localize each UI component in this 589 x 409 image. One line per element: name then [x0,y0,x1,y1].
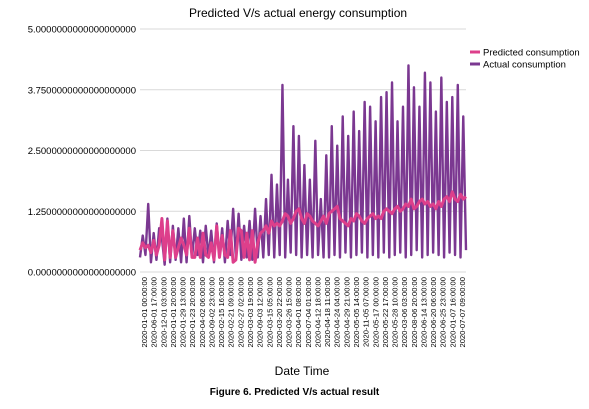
x-tick-label: 2020-04-12 18:00:00 [313,277,322,348]
series-line-predicted [138,190,467,264]
series-lines [138,64,468,266]
x-tick-label: 2020-04-18 11:00:00 [323,277,332,347]
x-tick-label: 2020-03-26 15:00:00 [285,277,294,348]
x-tick-label: 2020-01-29 13:00:00 [179,277,188,348]
x-tick-label: 2020-02-27 02:00:00 [236,277,245,348]
x-tick-label: 2020-08-06 20:00:00 [410,277,419,348]
x-tick-label: 2020-07-04 01:00:00 [304,277,313,348]
x-tick-label: 2020-02-15 16:00:00 [217,277,226,348]
x-tick-label: 2020-06-25 23:00:00 [439,277,448,348]
x-tick-label: 2020-06-14 13:00:00 [419,277,428,348]
x-axis-label: Date Time [275,364,330,378]
x-tick-label: 2020-05-05 14:00:00 [352,277,361,348]
x-tick-label: 2020-03-06 03:00:00 [400,277,409,348]
x-tick-label: 2020-03-15 05:00:00 [265,277,274,348]
x-tick-label: 2020-06-20 06:00:00 [429,277,438,348]
x-tick-label: 2020-02-21 09:00:00 [227,277,236,348]
legend-label: Actual consumption [483,60,566,71]
x-tick-label: 2020-04-29 21:00:00 [342,277,351,348]
series-line-actual [138,64,468,266]
x-tick-label: 2020-09-03 12:00:00 [256,277,265,348]
figure-caption: Figure 6. Predicted V/s actual result [209,387,380,398]
legend-label: Predicted consumption [483,48,580,59]
x-tick-label: 2020-03-03 19:00:00 [246,277,255,348]
x-tick-label: 2020-05-17 00:00:00 [371,277,380,348]
y-tick-label: 0.0000000000000000000 [28,268,136,279]
x-tick-label: 2020-05-28 10:00:00 [391,277,400,348]
x-tick-label: 2020-04-24 04:00:00 [333,277,342,348]
x-tick-label: 2020-01-01 20:00:00 [169,277,178,348]
x-tick-label: 2020-05-22 17:00:00 [381,277,390,348]
x-tick-label: 2020-03-20 22:00:00 [275,277,284,348]
x-tick-label: 2020-01-23 20:00:00 [188,277,197,348]
x-tick-label: 2020-07-07 09:00:00 [458,277,467,348]
y-tick-label: 3.7500000000000000000 [28,85,136,96]
x-tick-label: 2020-01-07 16:00:00 [448,277,457,348]
x-tick-label: 2020-11-05 07:00:00 [362,277,371,347]
x-tick-label: 2020-06-01 17:00:00 [150,277,159,348]
y-tick-label: 1.2500000000000000000 [28,207,136,218]
x-tick-label: 2020-12-01 03:00:00 [159,277,168,348]
x-tick-label: 2020-04-01 08:00:00 [294,277,303,348]
y-tick-label: 5.0000000000000000000 [28,25,136,36]
x-tick-labels: 2020-01-01 00:00:00 2020-06-01 17:00:00 20… [140,277,467,348]
y-tick-label: 2.5000000000000000000 [28,146,136,157]
chart-title: Predicted V/s actual energy consumption [189,6,407,20]
x-tick-label: 2020-09-02 23:00:00 [207,277,216,348]
x-tick-label: 2020-04-02 06:00:00 [198,277,207,348]
x-tick-label: 2020-01-01 00:00:00 [140,277,149,348]
y-tick-labels: 0.0000000000000000000 1.25000000000000000… [28,25,136,279]
